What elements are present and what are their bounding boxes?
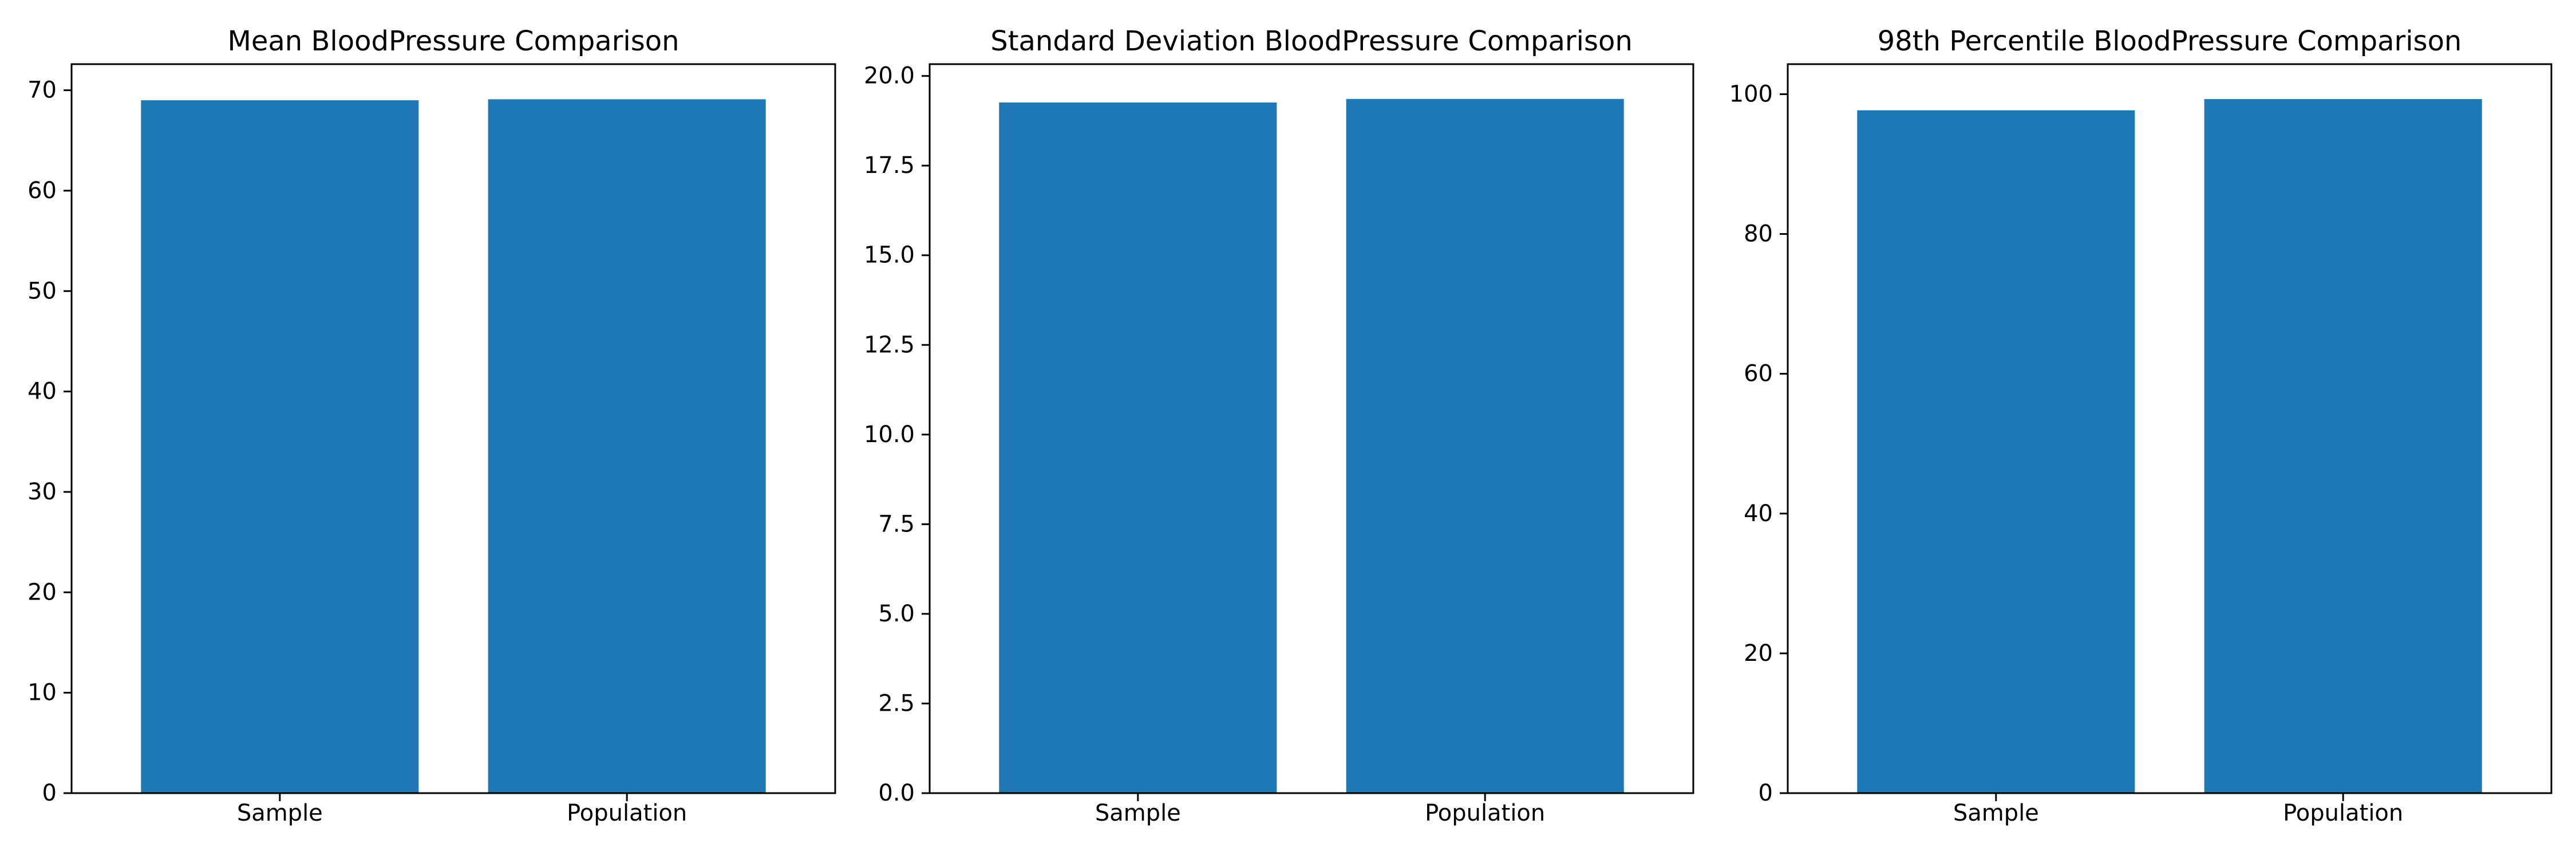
x-tick-label-population: Population (2283, 800, 2403, 826)
y-tick-label: 17.5 (864, 152, 915, 179)
chart-panel-3: 0 20 40 60 80 100 Sample Population 98th Percent… (1729, 25, 2553, 826)
y-tick-label: 70 (27, 77, 57, 104)
x-tick-label-population: Population (1425, 800, 1545, 826)
y-tick-label: 20.0 (864, 63, 915, 89)
y-tick-label: 0 (42, 780, 57, 806)
y-tick-label: 0 (1759, 780, 1773, 806)
y-tick-label: 7.5 (878, 511, 915, 537)
x-tick-label-sample: Sample (1953, 800, 2039, 826)
y-tick-label: 60 (1744, 361, 1773, 387)
y-tick-label: 10 (27, 680, 57, 706)
y-tick-label: 40 (27, 379, 57, 405)
axes-frame (1787, 63, 2553, 794)
y-tick-label: 60 (27, 178, 57, 204)
y-tick-label: 80 (1744, 221, 1773, 247)
y-tick-label: 20 (27, 579, 57, 605)
y-tick-label: 40 (1744, 501, 1773, 527)
y-tick-label: 5.0 (878, 601, 915, 627)
axes-frame (70, 63, 836, 794)
bar-population (1346, 98, 1624, 794)
chart-panel-2: 0.0 2.5 5.0 7.5 10.0 12.5 15.0 17.5 20.0 Sample Po… (864, 25, 1694, 826)
chart-title: 98th Percentile BloodPressure Comparison (1878, 25, 2462, 57)
chart-title: Standard Deviation BloodPressure Compari… (990, 25, 1633, 57)
bar-sample (141, 100, 419, 793)
x-tick-label-population: Population (567, 800, 687, 826)
x-tick-label-sample: Sample (1095, 800, 1181, 826)
bar-population (2204, 99, 2482, 794)
chart-panel-1: 0 10 20 30 40 50 60 70 Sample Population Mean Bloo… (27, 25, 836, 826)
y-tick-label: 20 (1744, 640, 1773, 667)
y-tick-label: 15.0 (864, 242, 915, 269)
y-tick-label: 50 (27, 278, 57, 304)
bar-sample (999, 103, 1277, 793)
y-tick-label: 10.0 (864, 421, 915, 448)
x-tick-label-sample: Sample (237, 800, 323, 826)
axes-frame (929, 63, 1694, 794)
y-tick-label: 12.5 (864, 332, 915, 358)
y-tick-label: 100 (1729, 81, 1773, 107)
chart-title: Mean BloodPressure Comparison (227, 25, 679, 57)
y-tick-label: 2.5 (878, 690, 915, 716)
bar-sample (1857, 110, 2135, 793)
bar-population (488, 99, 766, 794)
y-tick-label: 0.0 (878, 780, 915, 806)
y-tick-label: 30 (27, 479, 57, 505)
